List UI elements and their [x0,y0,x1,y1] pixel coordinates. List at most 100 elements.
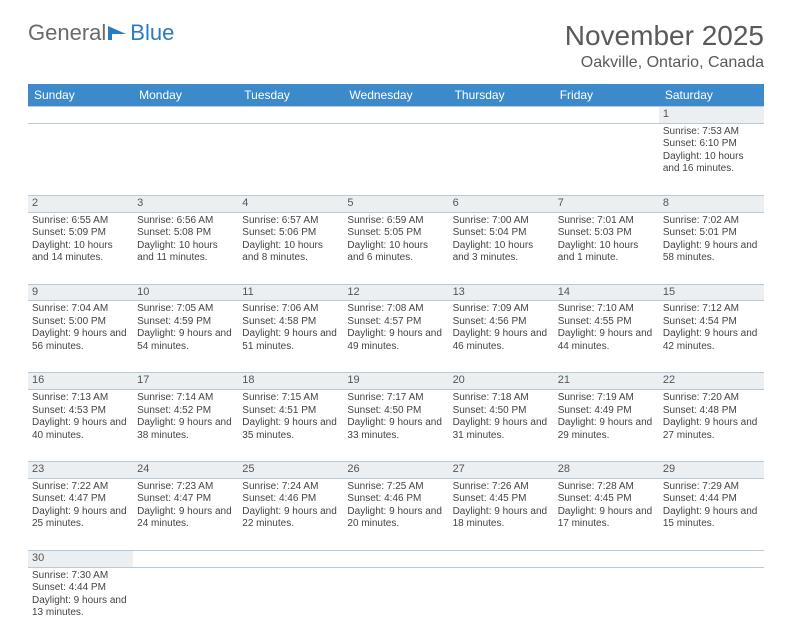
day-number-cell [449,107,554,124]
daylight-text: Daylight: 10 hours and 14 minutes. [32,240,129,265]
sunset-text: Sunset: 4:48 PM [663,405,760,418]
day-number-cell [238,550,343,567]
sunrise-text: Sunrise: 6:55 AM [32,215,129,228]
calendar-table: SundayMondayTuesdayWednesdayThursdayFrid… [28,84,764,639]
day-cell: Sunrise: 7:00 AMSunset: 5:04 PMDaylight:… [449,212,554,284]
daylight-text: Daylight: 9 hours and 22 minutes. [242,506,339,531]
day-number-cell: 26 [343,462,448,479]
day-cell: Sunrise: 7:18 AMSunset: 4:50 PMDaylight:… [449,390,554,462]
day-cell: Sunrise: 7:26 AMSunset: 4:45 PMDaylight:… [449,478,554,550]
day-info-row: Sunrise: 7:13 AMSunset: 4:53 PMDaylight:… [28,390,764,462]
day-number-cell: 25 [238,462,343,479]
daylight-text: Daylight: 10 hours and 8 minutes. [242,240,339,265]
day-number-cell [133,107,238,124]
day-number-cell: 21 [554,373,659,390]
sunset-text: Sunset: 4:53 PM [32,405,129,418]
day-cell: Sunrise: 7:08 AMSunset: 4:57 PMDaylight:… [343,301,448,373]
sunset-text: Sunset: 6:10 PM [663,138,760,151]
sunrise-text: Sunrise: 7:15 AM [242,392,339,405]
day-number-cell [238,107,343,124]
day-cell [238,123,343,195]
day-number-cell [449,550,554,567]
sunrise-text: Sunrise: 7:22 AM [32,481,129,494]
day-cell [449,567,554,639]
day-cell: Sunrise: 6:56 AMSunset: 5:08 PMDaylight:… [133,212,238,284]
sunrise-text: Sunrise: 7:01 AM [558,215,655,228]
daylight-text: Daylight: 9 hours and 58 minutes. [663,240,760,265]
daylight-text: Daylight: 10 hours and 11 minutes. [137,240,234,265]
day-cell [449,123,554,195]
weekday-header: Tuesday [238,84,343,107]
day-number-cell: 22 [659,373,764,390]
weekday-header: Saturday [659,84,764,107]
sunrise-text: Sunrise: 7:05 AM [137,303,234,316]
daylight-text: Daylight: 9 hours and 13 minutes. [32,595,129,620]
day-number-cell: 19 [343,373,448,390]
sunset-text: Sunset: 4:50 PM [453,405,550,418]
day-cell [133,567,238,639]
sunset-text: Sunset: 4:44 PM [663,493,760,506]
day-number-cell: 18 [238,373,343,390]
daylight-text: Daylight: 10 hours and 6 minutes. [347,240,444,265]
daylight-text: Daylight: 9 hours and 17 minutes. [558,506,655,531]
day-cell [554,567,659,639]
day-number-cell: 27 [449,462,554,479]
day-number-row: 23242526272829 [28,462,764,479]
day-number-cell: 13 [449,284,554,301]
day-number-row: 1 [28,107,764,124]
sunrise-text: Sunrise: 7:04 AM [32,303,129,316]
weekday-header: Thursday [449,84,554,107]
flag-icon [108,20,130,46]
day-cell: Sunrise: 7:14 AMSunset: 4:52 PMDaylight:… [133,390,238,462]
sunset-text: Sunset: 4:56 PM [453,316,550,329]
day-number-cell: 30 [28,550,133,567]
logo-text-1: General [28,20,106,46]
sunrise-text: Sunrise: 7:13 AM [32,392,129,405]
location: Oakville, Ontario, Canada [565,54,764,72]
sunrise-text: Sunrise: 7:12 AM [663,303,760,316]
day-cell [659,567,764,639]
sunset-text: Sunset: 4:50 PM [347,405,444,418]
day-number-cell: 3 [133,195,238,212]
day-cell: Sunrise: 7:05 AMSunset: 4:59 PMDaylight:… [133,301,238,373]
day-number-cell: 20 [449,373,554,390]
sunrise-text: Sunrise: 7:17 AM [347,392,444,405]
day-cell: Sunrise: 7:13 AMSunset: 4:53 PMDaylight:… [28,390,133,462]
daylight-text: Daylight: 10 hours and 16 minutes. [663,151,760,176]
day-cell: Sunrise: 7:02 AMSunset: 5:01 PMDaylight:… [659,212,764,284]
day-cell: Sunrise: 7:04 AMSunset: 5:00 PMDaylight:… [28,301,133,373]
header: General Blue November 2025 Oakville, Ont… [28,20,764,72]
sunset-text: Sunset: 4:47 PM [137,493,234,506]
day-number-cell [554,107,659,124]
daylight-text: Daylight: 9 hours and 15 minutes. [663,506,760,531]
day-number-row: 2345678 [28,195,764,212]
sunrise-text: Sunrise: 7:00 AM [453,215,550,228]
day-cell [28,123,133,195]
sunrise-text: Sunrise: 7:26 AM [453,481,550,494]
day-number-cell: 12 [343,284,448,301]
sunset-text: Sunset: 4:57 PM [347,316,444,329]
sunset-text: Sunset: 4:47 PM [32,493,129,506]
sunset-text: Sunset: 4:51 PM [242,405,339,418]
sunrise-text: Sunrise: 7:20 AM [663,392,760,405]
day-number-cell: 23 [28,462,133,479]
day-number-cell: 8 [659,195,764,212]
daylight-text: Daylight: 9 hours and 25 minutes. [32,506,129,531]
day-cell: Sunrise: 7:25 AMSunset: 4:46 PMDaylight:… [343,478,448,550]
sunset-text: Sunset: 5:08 PM [137,227,234,240]
weekday-header-row: SundayMondayTuesdayWednesdayThursdayFrid… [28,84,764,107]
day-info-row: Sunrise: 7:22 AMSunset: 4:47 PMDaylight:… [28,478,764,550]
day-cell: Sunrise: 7:22 AMSunset: 4:47 PMDaylight:… [28,478,133,550]
logo-text-2: Blue [130,20,174,46]
sunrise-text: Sunrise: 7:06 AM [242,303,339,316]
weekday-header: Wednesday [343,84,448,107]
day-number-cell [343,550,448,567]
day-cell: Sunrise: 7:15 AMSunset: 4:51 PMDaylight:… [238,390,343,462]
day-number-cell: 11 [238,284,343,301]
sunrise-text: Sunrise: 6:57 AM [242,215,339,228]
day-number-cell [343,107,448,124]
day-number-cell: 16 [28,373,133,390]
sunrise-text: Sunrise: 7:10 AM [558,303,655,316]
month-title: November 2025 [565,20,764,52]
daylight-text: Daylight: 9 hours and 18 minutes. [453,506,550,531]
